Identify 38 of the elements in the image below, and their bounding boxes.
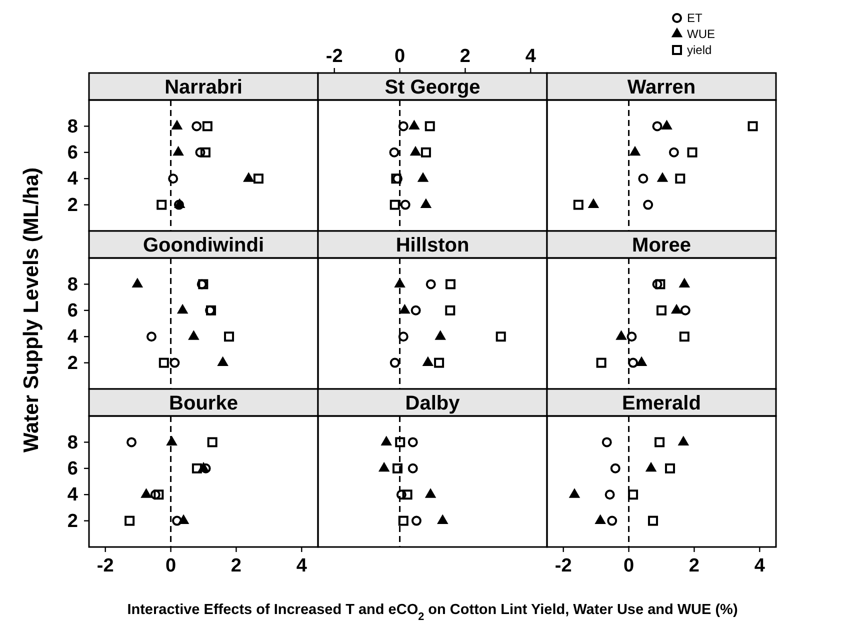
chart-title: Narrabri (164, 76, 242, 98)
chart-title: Bourke (169, 392, 238, 414)
chart-title: Dalby (405, 392, 461, 414)
y-tick-label: 6 (67, 458, 78, 480)
x2-tick-label: 2 (460, 46, 471, 67)
x-tick-label: -2 (554, 555, 572, 576)
y-tick-label: 2 (67, 352, 78, 374)
chart-title: Warren (627, 76, 696, 98)
y-tick-label: 2 (67, 194, 78, 216)
y-tick-label: 4 (67, 326, 78, 348)
y-tick-label: 6 (67, 300, 78, 322)
y-tick-label: 6 (67, 142, 78, 164)
legend-label: ET (687, 11, 704, 25)
x-tick-label: 2 (688, 555, 700, 576)
y-tick-label: 2 (67, 510, 78, 532)
x-tick-label: 0 (623, 555, 634, 576)
chart-title: Hillston (396, 234, 470, 256)
x2-tick-label: 4 (525, 46, 536, 67)
chart-title: Emerald (622, 392, 701, 414)
y-tick-label: 4 (67, 168, 78, 190)
x-tick-label: 4 (754, 555, 766, 576)
legend-label: WUE (687, 27, 715, 41)
y-tick-label: 8 (67, 116, 78, 138)
x-tick-label: -2 (96, 555, 114, 576)
x2-tick-label: -2 (326, 46, 343, 67)
x2-tick-label: 0 (394, 46, 406, 67)
y-tick-label: 8 (67, 432, 78, 454)
chart-title: Moree (632, 234, 691, 256)
y-tick-label: 8 (67, 274, 78, 296)
x-axis-title: Interactive Effects of Increased T and eCO$_{2}$ on Cotton Lint Yield, Water Use and WUE (%) (127, 602, 738, 623)
y-axis-title: Water Supply Levels (ML/ha) (20, 167, 43, 453)
x-tick-label: 2 (230, 555, 242, 576)
x-tick-label: 4 (296, 555, 308, 576)
legend-label: yield (687, 43, 712, 57)
y-tick-label: 4 (67, 484, 78, 506)
chart-title: Goondiwindi (142, 234, 264, 256)
x-tick-label: 0 (165, 555, 176, 576)
chart-title: St George (384, 76, 480, 98)
